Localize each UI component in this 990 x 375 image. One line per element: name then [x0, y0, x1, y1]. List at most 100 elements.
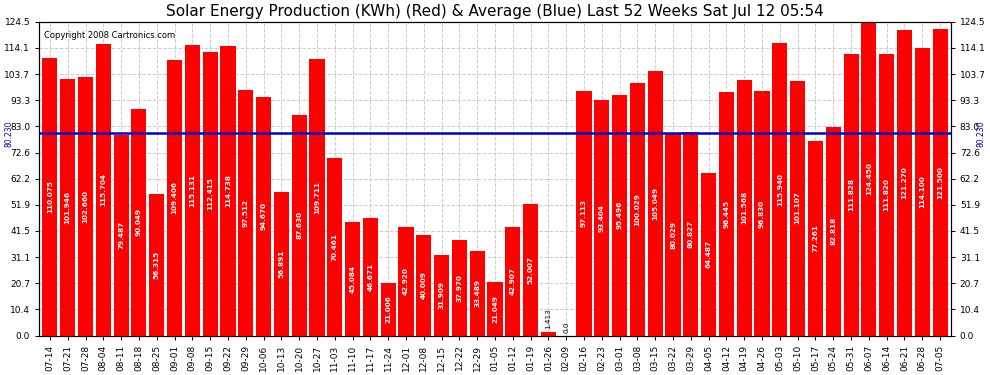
Text: 93.404: 93.404 [599, 204, 605, 232]
Bar [933, 29, 947, 336]
Text: 33.489: 33.489 [474, 279, 480, 308]
Text: 42.907: 42.907 [510, 267, 516, 296]
Bar [701, 173, 716, 336]
Bar [239, 90, 253, 336]
Text: 80.029: 80.029 [670, 221, 676, 249]
Bar [292, 115, 307, 336]
Bar [861, 22, 876, 336]
Text: 112.415: 112.415 [207, 177, 213, 210]
Bar [612, 95, 628, 336]
Bar [665, 134, 680, 336]
Text: 1.413: 1.413 [545, 309, 551, 330]
Text: 101.107: 101.107 [795, 192, 801, 225]
Bar [487, 282, 503, 336]
Text: 52.007: 52.007 [528, 256, 534, 284]
Text: 124.450: 124.450 [866, 162, 872, 195]
Text: 105.049: 105.049 [652, 187, 658, 220]
Bar [594, 100, 610, 336]
Bar [434, 255, 449, 336]
Bar [808, 141, 823, 336]
Text: 121.500: 121.500 [938, 166, 943, 199]
Bar [541, 332, 556, 336]
Bar [469, 251, 485, 336]
Bar [328, 158, 343, 336]
Bar [398, 227, 414, 336]
Text: 21.049: 21.049 [492, 295, 498, 323]
Text: 101.946: 101.946 [64, 190, 70, 224]
Text: 101.568: 101.568 [742, 191, 747, 224]
Text: 97.113: 97.113 [581, 199, 587, 227]
Text: 37.970: 37.970 [456, 274, 462, 302]
Text: 82.818: 82.818 [831, 217, 837, 245]
Text: 80.230: 80.230 [977, 120, 986, 147]
Text: 100.029: 100.029 [635, 193, 641, 226]
Bar [879, 54, 894, 336]
Text: Copyright 2008 Cartronics.com: Copyright 2008 Cartronics.com [44, 31, 175, 40]
Text: 97.512: 97.512 [243, 199, 248, 226]
Text: 109.406: 109.406 [171, 181, 177, 214]
Bar [274, 192, 289, 336]
Title: Solar Energy Production (KWh) (Red) & Average (Blue) Last 52 Weeks Sat Jul 12 05: Solar Energy Production (KWh) (Red) & Av… [166, 4, 824, 19]
Bar [683, 132, 698, 336]
Text: 115.704: 115.704 [100, 173, 106, 206]
Text: 102.660: 102.660 [82, 190, 88, 223]
Text: 95.496: 95.496 [617, 201, 623, 229]
Text: 109.711: 109.711 [314, 181, 320, 214]
Bar [132, 109, 147, 336]
Bar [78, 77, 93, 336]
Text: 87.630: 87.630 [296, 211, 302, 239]
Text: 94.670: 94.670 [260, 202, 266, 230]
Text: 96.445: 96.445 [724, 200, 730, 228]
Bar [647, 71, 662, 336]
Text: 64.487: 64.487 [706, 240, 712, 268]
Text: 70.461: 70.461 [332, 233, 338, 261]
Text: 56.891: 56.891 [278, 250, 284, 278]
Bar [630, 83, 645, 336]
Bar [523, 204, 539, 336]
Bar [345, 222, 360, 336]
Bar [256, 97, 271, 336]
Text: 21.006: 21.006 [385, 295, 391, 323]
Text: 114.738: 114.738 [225, 174, 231, 207]
Text: 42.920: 42.920 [403, 267, 409, 296]
Bar [114, 135, 129, 336]
Bar [203, 52, 218, 336]
Bar [451, 240, 467, 336]
Text: 56.315: 56.315 [153, 251, 159, 279]
Text: 80.827: 80.827 [688, 220, 694, 248]
Bar [221, 46, 236, 336]
Bar [43, 58, 57, 336]
Bar [416, 235, 432, 336]
Text: 79.487: 79.487 [118, 221, 124, 249]
Text: 115.131: 115.131 [189, 174, 195, 207]
Bar [380, 283, 396, 336]
Text: 114.100: 114.100 [920, 176, 926, 208]
Text: 40.009: 40.009 [421, 271, 427, 299]
Bar [719, 93, 734, 336]
Text: 0.0: 0.0 [563, 321, 569, 333]
Text: 110.075: 110.075 [47, 180, 52, 213]
Bar [737, 80, 751, 336]
Text: 115.940: 115.940 [777, 173, 783, 206]
Bar [897, 30, 912, 336]
Bar [772, 43, 787, 336]
Bar [826, 127, 841, 336]
Bar [754, 92, 769, 336]
Text: 111.820: 111.820 [884, 178, 890, 211]
Text: 96.830: 96.830 [759, 200, 765, 228]
Bar [310, 59, 325, 336]
Text: 31.909: 31.909 [439, 281, 445, 309]
Bar [915, 48, 930, 336]
Bar [149, 194, 164, 336]
Bar [790, 81, 805, 336]
Bar [843, 54, 858, 336]
Bar [505, 227, 521, 336]
Bar [96, 44, 111, 336]
Bar [185, 45, 200, 336]
Text: 45.084: 45.084 [349, 265, 355, 293]
Text: 77.261: 77.261 [813, 224, 819, 252]
Bar [576, 91, 592, 336]
Bar [167, 60, 182, 336]
Text: 46.671: 46.671 [367, 263, 373, 291]
Text: 80.230: 80.230 [4, 120, 13, 147]
